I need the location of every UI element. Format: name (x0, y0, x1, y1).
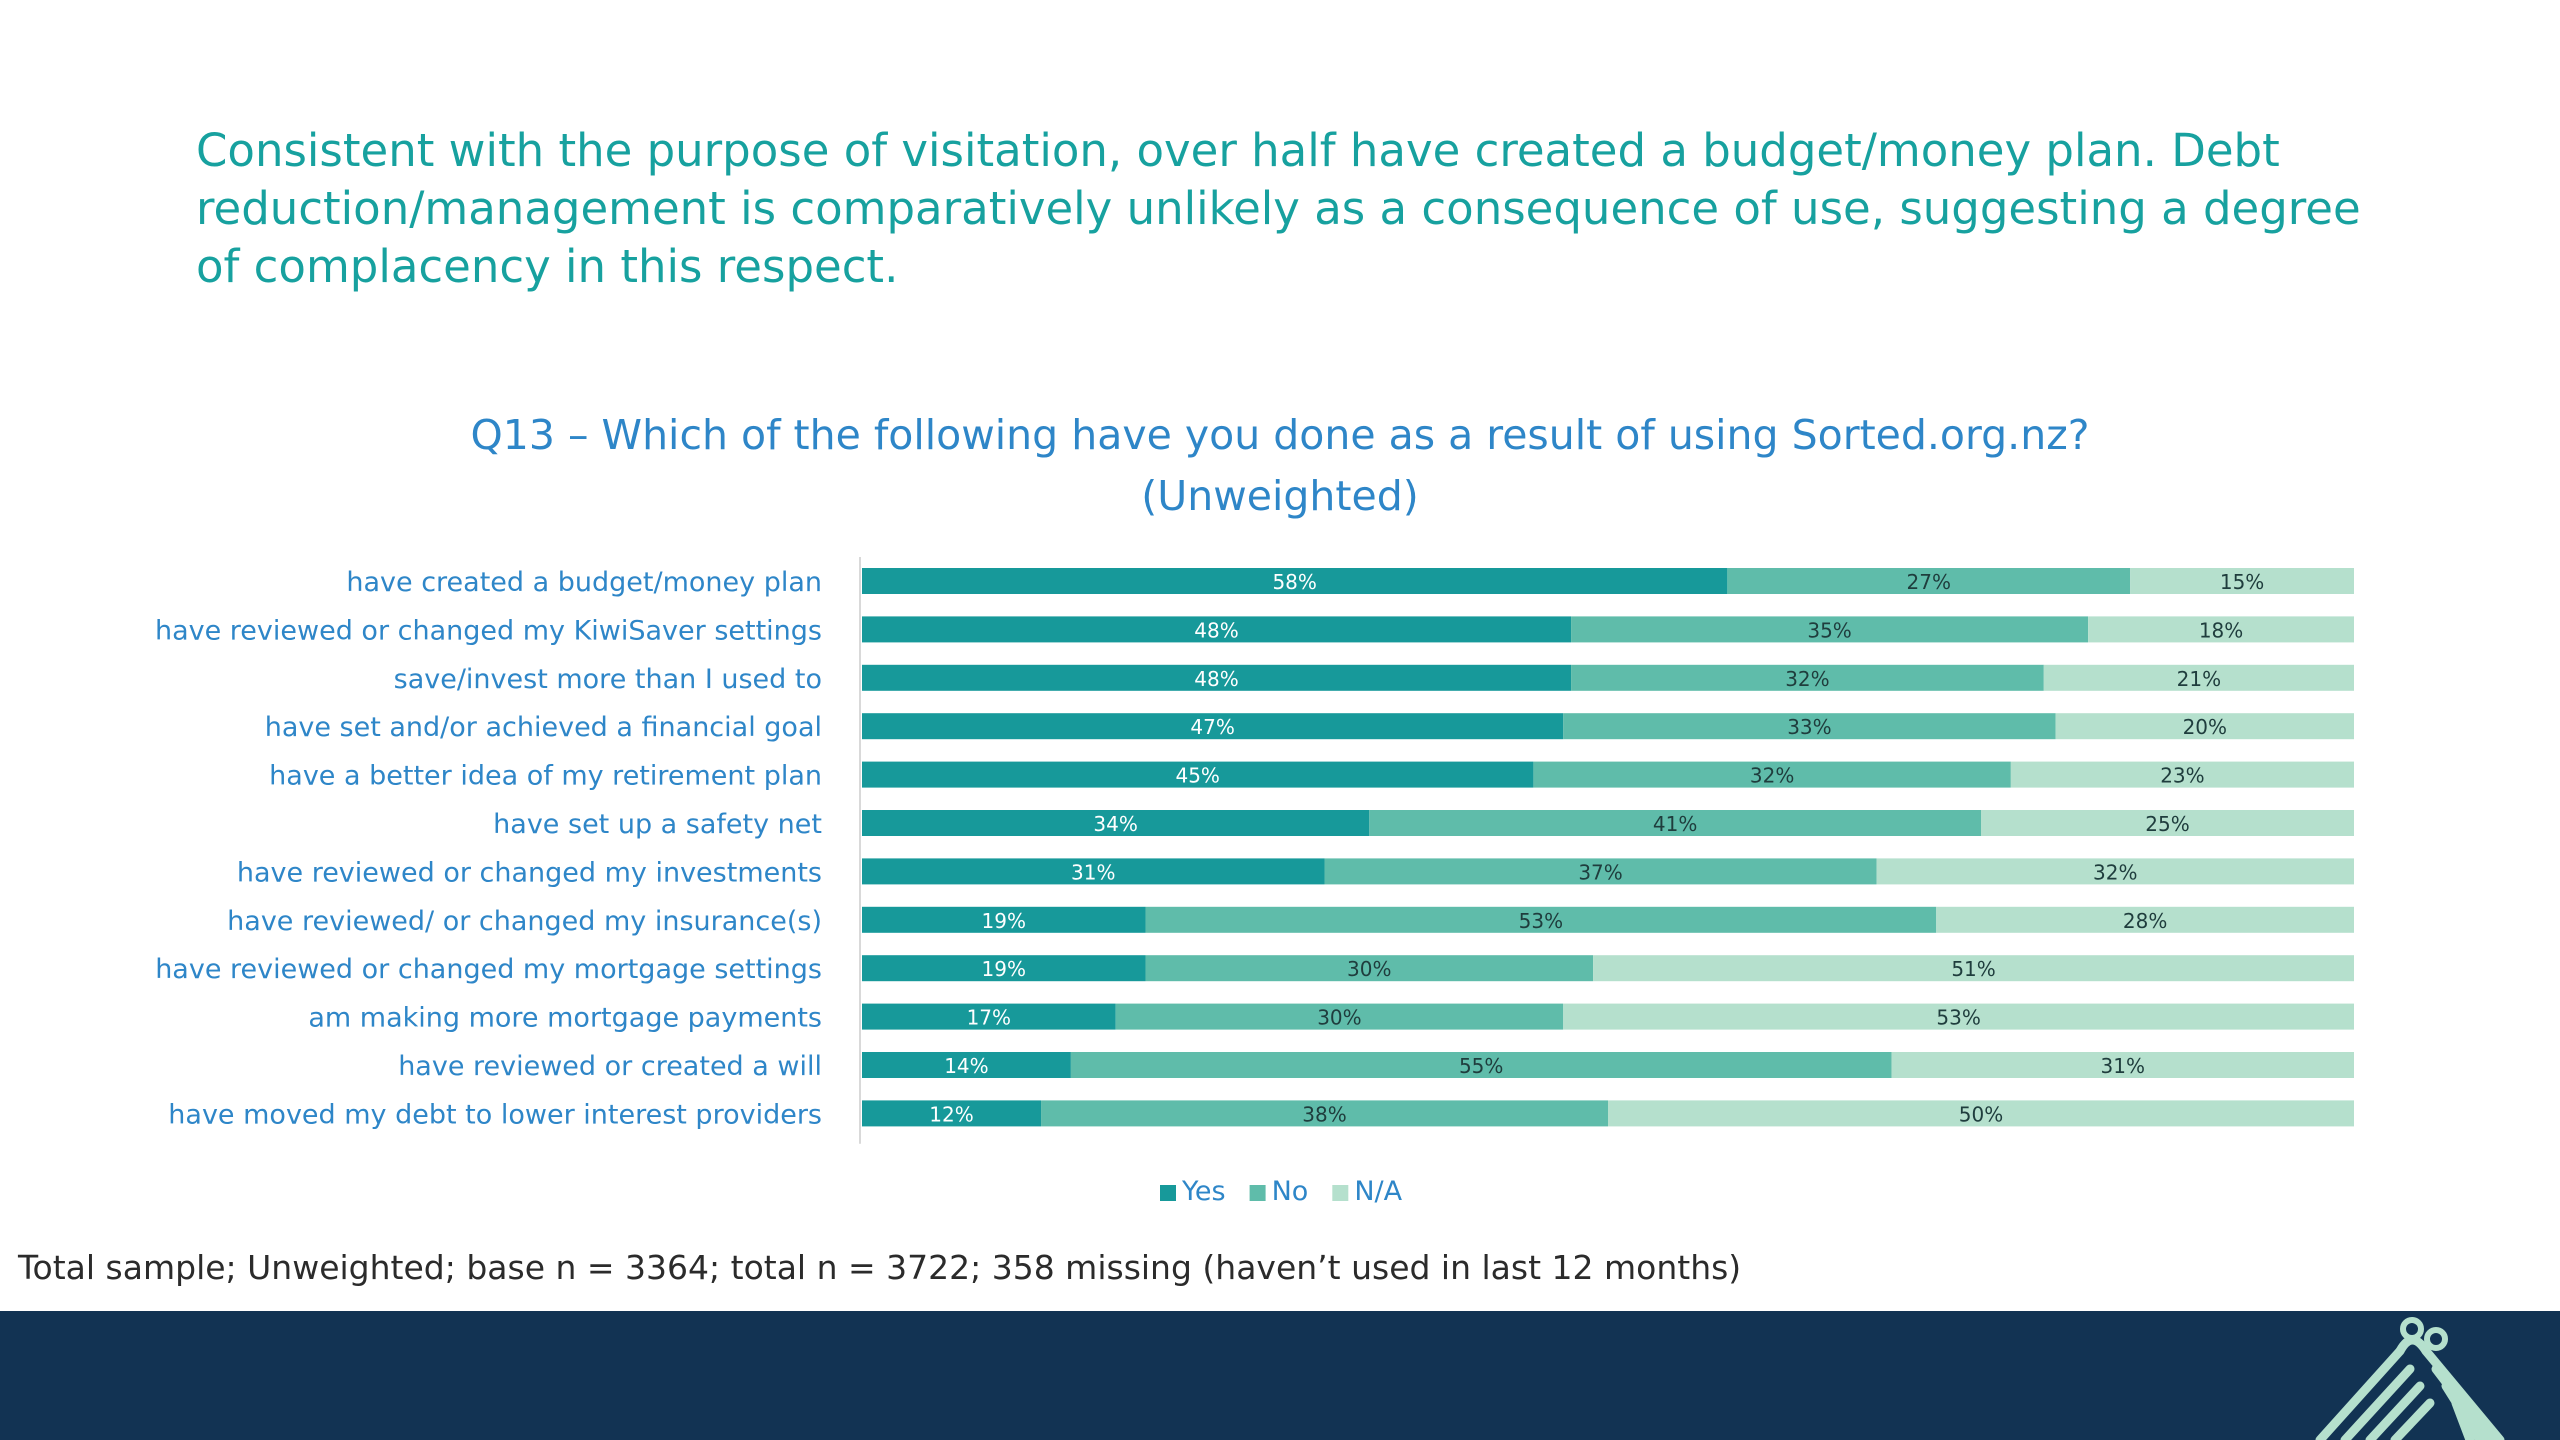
data-label: 25% (2145, 812, 2189, 836)
bar-segment-yes (862, 858, 1325, 885)
bar-segment-yes (862, 713, 1564, 740)
category-label: have reviewed/ or changed my insurance(s… (227, 906, 822, 937)
category-label: have a better idea of my retirement plan (269, 761, 822, 792)
bar-segment-na (1891, 1052, 2354, 1078)
bar-segment-na (1936, 906, 2354, 933)
bar-segment-yes (862, 906, 1146, 933)
data-label: 53% (1936, 1006, 1980, 1030)
data-label: 51% (1951, 957, 1995, 981)
data-label: 35% (1807, 618, 1851, 642)
data-label: 32% (2093, 860, 2137, 884)
chart-title: Q13 – Which of the following have you do… (470, 411, 2090, 459)
stacked-bar-chart: have created a budget/money plan 58% 27% 15… (155, 557, 2354, 1207)
data-label: 33% (1787, 715, 1831, 739)
bar-segment-yes (862, 1003, 1116, 1030)
legend-swatch (1249, 1185, 1266, 1201)
data-label: 15% (2220, 570, 2264, 594)
data-label: 37% (1578, 860, 1622, 884)
data-label: 50% (1959, 1102, 2003, 1126)
bar-segment-no (1324, 858, 1877, 885)
bar-segment-na (1608, 1100, 2354, 1127)
bar-segment-na (2043, 664, 2354, 691)
data-label: 48% (1194, 618, 1238, 642)
legend-label: No (1272, 1176, 1309, 1207)
brand-logo-icon (2315, 1317, 2505, 1440)
bar-segment-no (1369, 810, 1981, 836)
bar-segment-na (2130, 568, 2354, 594)
chart-title-block: Q13 – Which of the following have you do… (0, 405, 2560, 527)
bar-segment-na (2010, 761, 2354, 788)
legend-label: N/A (1354, 1176, 1402, 1207)
data-label: 55% (1459, 1054, 1503, 1078)
bar-segment-no (1145, 955, 1594, 982)
legend-swatch (1160, 1185, 1176, 1201)
chart-subtitle: (Unweighted) (1141, 472, 1419, 520)
bar-segment-na (1593, 955, 2354, 982)
category-label: have created a budget/money plan (346, 567, 822, 598)
bar-segment-yes (862, 810, 1370, 836)
data-label: 34% (1093, 812, 1137, 836)
bar-segment-yes (862, 664, 1572, 691)
category-label: have reviewed or changed my mortgage set… (155, 954, 822, 985)
data-label: 47% (1190, 715, 1234, 739)
bar-segment-yes (862, 616, 1572, 643)
bar-segment-no (1571, 664, 2044, 691)
category-label: have reviewed or changed my KiwiSaver se… (155, 615, 822, 646)
data-label: 17% (967, 1006, 1011, 1030)
bar-segment-na (1876, 858, 2354, 885)
data-label: 21% (2177, 667, 2221, 691)
data-label: 28% (2123, 909, 2167, 933)
bar-segment-na (1981, 810, 2354, 836)
legend-swatch (1332, 1185, 1349, 1201)
footer-band (0, 1311, 2560, 1440)
category-label: have reviewed or created a will (398, 1051, 822, 1082)
category-label: am making more mortgage payments (308, 1003, 822, 1034)
bar-segment-no (1727, 568, 2131, 594)
bar-segment-no (1533, 761, 2011, 788)
bar-segment-na (2088, 616, 2354, 643)
bar-segment-yes (862, 568, 1728, 594)
category-label: have set up a safety net (493, 809, 822, 840)
data-label: 38% (1302, 1102, 1346, 1126)
legend-label: Yes (1181, 1176, 1226, 1207)
bar-segment-na (2055, 713, 2354, 740)
data-label: 20% (2183, 715, 2227, 739)
data-label: 12% (929, 1102, 973, 1126)
data-label: 31% (2101, 1054, 2145, 1078)
bar-segment-yes (862, 761, 1534, 788)
category-label: have set and/or achieved a financial goa… (265, 712, 822, 743)
bar-segment-no (1115, 1003, 1564, 1030)
headline: Consistent with the purpose of visitatio… (196, 124, 2361, 293)
bar-segment-no (1145, 906, 1937, 933)
data-label: 18% (2199, 618, 2243, 642)
bar-segment-no (1563, 713, 2056, 740)
data-label: 27% (1907, 570, 1951, 594)
data-label: 32% (1785, 667, 1829, 691)
data-label: 14% (944, 1054, 988, 1078)
data-label: 58% (1272, 570, 1316, 594)
data-label: 32% (1750, 764, 1794, 788)
bar-segment-yes (862, 1052, 1071, 1078)
data-label: 31% (1071, 860, 1115, 884)
data-label: 23% (2160, 764, 2204, 788)
data-label: 19% (982, 957, 1026, 981)
bar-segment-yes (862, 955, 1146, 982)
bar-segment-no (1571, 616, 2089, 643)
data-label: 19% (982, 909, 1026, 933)
footnote: Total sample; Unweighted; base n = 3364;… (18, 1248, 1742, 1287)
data-label: 30% (1317, 1006, 1361, 1030)
bar-segment-no (1041, 1100, 1608, 1127)
data-label: 53% (1519, 909, 1563, 933)
data-label: 48% (1194, 667, 1238, 691)
bar-segment-no (1070, 1052, 1892, 1078)
category-label: have reviewed or changed my investments (237, 857, 822, 888)
category-label: have moved my debt to lower interest pro… (168, 1099, 822, 1130)
bar-segment-yes (862, 1100, 1042, 1127)
category-label: save/invest more than I used to (394, 664, 822, 695)
data-label: 45% (1175, 764, 1219, 788)
bar-segment-na (1563, 1003, 2354, 1030)
data-label: 41% (1653, 812, 1697, 836)
data-label: 30% (1347, 957, 1391, 981)
